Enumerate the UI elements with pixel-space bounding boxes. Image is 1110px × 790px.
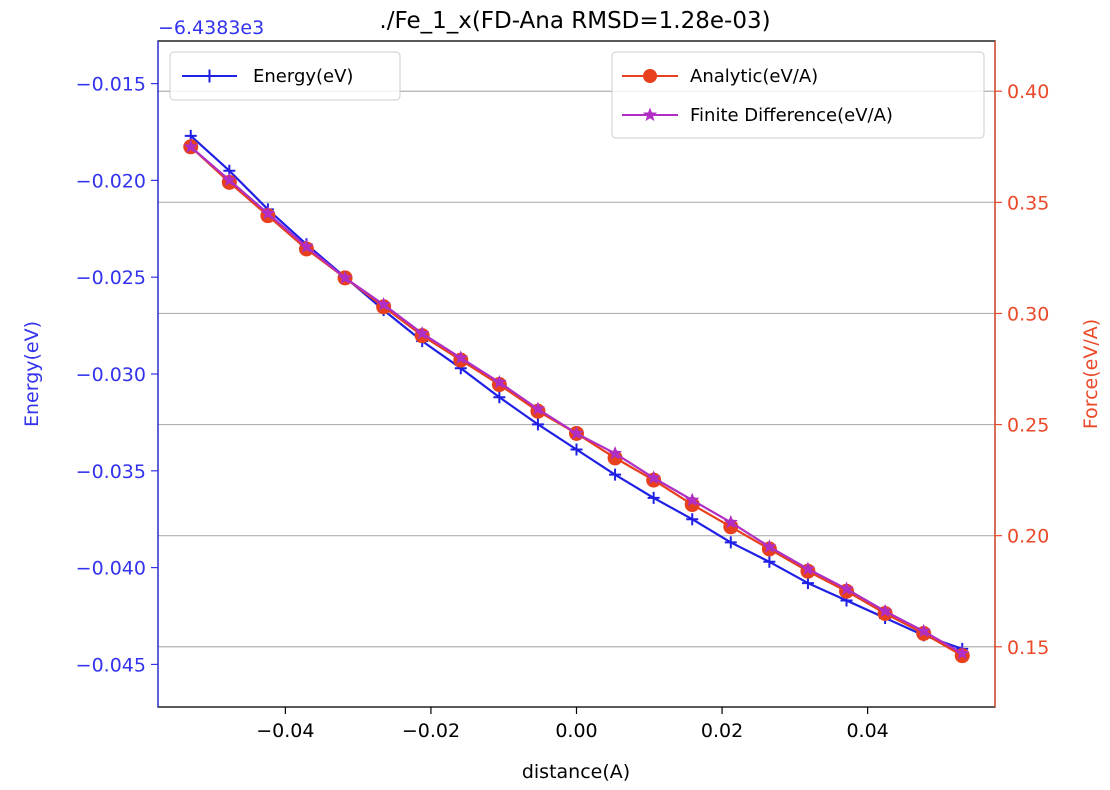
y-left-tick-label: −0.030: [76, 364, 146, 386]
y-axis-left: −0.045 −0.040 −0.035 −0.030 −0.025 −0.020 −0.0…: [76, 41, 159, 707]
y-left-tick-label: −0.015: [76, 74, 146, 96]
data-point-finite-difference: [530, 401, 546, 416]
y-axis-right: 0.15 0.20 0.25 0.30 0.35 0.40: [994, 41, 1049, 707]
legend-energy: Energy(eV): [169, 51, 401, 101]
data-point-finite-difference: [646, 470, 661, 484]
legend-energy-marker: [203, 69, 216, 83]
data-point-energy: [570, 443, 583, 456]
data-point-analytic: [723, 519, 739, 535]
y-left-tick-label: −0.045: [76, 654, 146, 676]
y-right-tick-label: 0.20: [1007, 526, 1049, 548]
y-right-tick-label: 0.15: [1007, 637, 1049, 659]
data-point-finite-difference: [492, 374, 507, 389]
legend-energy-label: Energy(eV): [253, 66, 353, 87]
data-point-finite-difference: [183, 139, 198, 153]
y-left-offset-text: −6.4383e3: [158, 17, 264, 39]
data-point-energy: [647, 491, 660, 504]
legend-fd-marker: [642, 107, 658, 122]
data-point-energy: [609, 468, 622, 481]
x-tick-label: 0.02: [701, 720, 743, 742]
legend-fd-label: Finite Difference(eV/A): [690, 105, 893, 126]
data-point-energy: [531, 418, 544, 431]
data-point-energy: [724, 536, 737, 549]
y-right-tick-label: 0.30: [1007, 303, 1049, 325]
x-axis: −0.04 −0.02 0.00 0.02 0.04: [256, 707, 889, 742]
data-point-finite-difference: [607, 445, 623, 460]
y-left-tick-label: −0.020: [76, 170, 146, 192]
data-point-finite-difference: [916, 623, 931, 638]
data-point-finite-difference: [453, 350, 468, 364]
data-point-energy: [493, 391, 506, 404]
data-point-energy: [686, 513, 699, 526]
data-point-finite-difference: [260, 205, 276, 220]
x-axis-label: distance(A): [522, 761, 630, 783]
plot-series: [183, 129, 970, 664]
y-left-axis-label: Energy(eV): [21, 321, 43, 427]
data-point-finite-difference: [337, 270, 353, 284]
data-point-finite-difference: [762, 539, 777, 553]
y-right-tick-label: 0.35: [1007, 192, 1049, 214]
legend-analytic-marker: [643, 69, 657, 83]
y-left-tick-label: −0.040: [76, 558, 146, 580]
data-point-energy: [801, 577, 814, 590]
data-point-finite-difference: [685, 492, 700, 507]
data-point-finite-difference: [222, 172, 237, 187]
x-tick-label: 0.04: [846, 720, 888, 742]
x-tick-label: 0.00: [555, 720, 597, 742]
y-left-tick-label: −0.025: [76, 267, 146, 289]
legend-box: [611, 51, 985, 139]
data-point-analytic: [607, 450, 623, 466]
y-right-axis-label: Force(eV/A): [1080, 319, 1102, 429]
data-point-energy: [763, 555, 776, 568]
legend-forces: Analytic(eV/A) Finite Difference(eV/A): [611, 51, 985, 139]
data-point-finite-difference: [955, 645, 970, 660]
y-left-tick-label: −0.035: [76, 461, 146, 483]
x-tick-label: −0.02: [402, 720, 460, 742]
data-point-finite-difference: [877, 603, 893, 618]
chart-title: ./Fe_1_x(FD-Ana RMSD=1.28e-03): [379, 8, 770, 34]
data-point-finite-difference: [299, 239, 314, 253]
legend-box: [169, 51, 401, 101]
data-point-finite-difference: [839, 581, 854, 596]
legend-analytic-label: Analytic(eV/A): [690, 66, 818, 87]
data-point-finite-difference: [415, 325, 430, 340]
y-right-tick-label: 0.25: [1007, 415, 1049, 437]
data-point-finite-difference: [569, 425, 584, 440]
data-point-finite-difference: [723, 514, 738, 529]
data-point-analytic: [684, 497, 700, 513]
x-tick-label: −0.04: [256, 720, 314, 742]
data-point-finite-difference: [376, 297, 391, 311]
y-right-tick-label: 0.40: [1007, 81, 1049, 103]
data-point-finite-difference: [800, 561, 816, 576]
